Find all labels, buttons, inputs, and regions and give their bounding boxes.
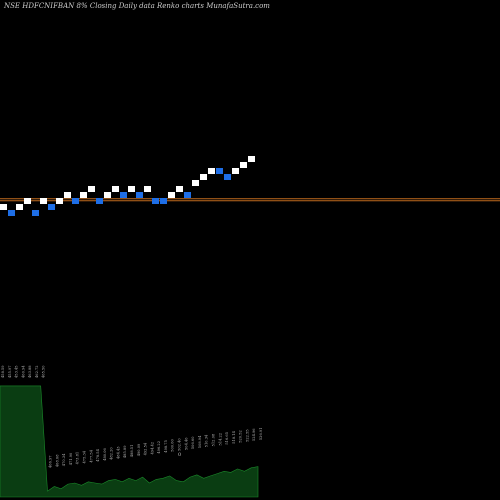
- renko-brick-up: [80, 192, 87, 198]
- price-tick-label: 524.96: [252, 428, 256, 441]
- price-tick-label: 500.60: [171, 439, 175, 452]
- volume-area: [0, 385, 259, 498]
- price-tick-label: 526.91: [259, 428, 263, 441]
- renko-brick-up: [200, 174, 207, 180]
- chart-header: NSE HDFCNIFBAN 8% Closing Daily data Ren…: [4, 2, 270, 10]
- renko-brick-down: [152, 198, 159, 204]
- price-tick-label: 477.54: [89, 449, 93, 462]
- price-tick-label: 506.60: [191, 436, 195, 449]
- renko-brick-up: [128, 186, 135, 192]
- price-tick-label: 496.22: [157, 441, 161, 454]
- renko-brick-up: [232, 168, 239, 174]
- price-tick-label: 498.75: [164, 439, 168, 452]
- price-tick-label: 466.97: [49, 455, 53, 468]
- price-tick-label: 460.94: [21, 365, 25, 378]
- price-tick-label: 478.54: [96, 448, 100, 461]
- price-tick-label: 512.08: [212, 433, 216, 446]
- renko-brick-down: [136, 192, 143, 198]
- price-tick-label: 471.90: [69, 452, 73, 465]
- price-tick-label: 520.52: [239, 430, 243, 443]
- symbol-label: NSE HDFCNIFBAN: [4, 2, 75, 10]
- price-tick-label: 485.89: [123, 445, 127, 458]
- renko-brick-up: [88, 186, 95, 192]
- renko-brick-down: [160, 198, 167, 204]
- renko-brick-up: [112, 186, 119, 192]
- renko-brick-down: [8, 210, 15, 216]
- renko-brick-up: [56, 198, 63, 204]
- price-tick-label: 475.34: [83, 450, 87, 463]
- price-tick-label: 490.09: [137, 443, 141, 456]
- price-tick-label: 462.72: [35, 365, 39, 378]
- renko-brick-down: [32, 210, 39, 216]
- price-tick-label: 504.46: [184, 437, 188, 450]
- price-tick-label: 458.59: [1, 365, 5, 378]
- price-tick-label: 455.97: [8, 365, 12, 378]
- price-tick-label: 522.55: [245, 429, 249, 442]
- renko-brick-down: [72, 198, 79, 204]
- renko-brick-down: [96, 198, 103, 204]
- percent-label: 8%: [76, 2, 88, 10]
- volume-note-mark: 0: [178, 452, 181, 458]
- price-tick-label: 492.54: [144, 442, 148, 455]
- price-tick-label: 465.50: [42, 365, 46, 378]
- renko-brick-down: [224, 174, 231, 180]
- renko-brick-down: [48, 204, 55, 210]
- price-tick-label: 473.81: [76, 452, 80, 465]
- price-tick-label: 470.34: [62, 453, 66, 466]
- price-tick-label: 480.06: [103, 448, 107, 461]
- price-tick-label: 516.65: [225, 431, 229, 444]
- renko-brick-up: [192, 180, 199, 186]
- renko-brick-up: [16, 204, 23, 210]
- price-tick-label: 518.14: [232, 430, 236, 443]
- renko-brick-down: [120, 192, 127, 198]
- renko-brick-up: [40, 198, 47, 204]
- renko-brick-up: [24, 198, 31, 204]
- price-tick-label: 494.42: [150, 442, 154, 455]
- renko-brick-up: [144, 186, 151, 192]
- price-tick-label: 510.34: [205, 434, 209, 447]
- price-tick-label: 514.22: [218, 433, 222, 446]
- price-tick-label: 502.40: [178, 438, 182, 451]
- renko-brick-down: [184, 192, 191, 198]
- price-tick-label: 463.88: [28, 365, 32, 378]
- renko-brick-up: [240, 162, 247, 168]
- chart-caption: Closing Daily data Renko charts MunafaSu…: [89, 2, 270, 10]
- renko-brick-up: [208, 168, 215, 174]
- renko-brick-up: [104, 192, 111, 198]
- price-tick-label: 453.45: [15, 365, 19, 378]
- price-tick-label: 468.68: [55, 454, 59, 467]
- renko-brick-up: [0, 204, 7, 210]
- price-tick-label: 488.51: [130, 445, 134, 458]
- price-tick-label: 508.94: [198, 435, 202, 448]
- renko-brick-up: [248, 156, 255, 162]
- renko-brick-down: [216, 168, 223, 174]
- renko-brick-up: [168, 192, 175, 198]
- price-tick-label: 484.43: [116, 446, 120, 459]
- price-tick-label: 482.20: [110, 447, 114, 460]
- renko-brick-up: [64, 192, 71, 198]
- renko-brick-up: [176, 186, 183, 192]
